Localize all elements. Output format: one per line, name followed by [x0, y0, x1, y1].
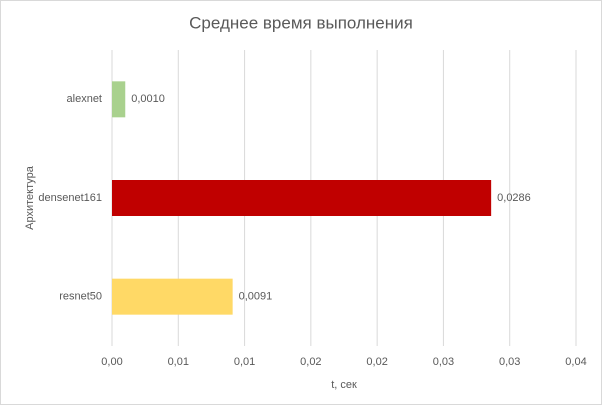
x-tick-label: 0,01 [168, 356, 189, 368]
x-tick-label: 0,04 [565, 356, 586, 368]
value-label: 0,0010 [131, 93, 165, 105]
y-tick-label: alexnet [67, 93, 102, 105]
x-tick-label: 0,02 [300, 356, 321, 368]
y-axis-label: Архитектура [24, 165, 36, 230]
x-axis-label: t, сек [331, 379, 357, 391]
bar [112, 278, 233, 315]
y-tick-label: densenet161 [38, 192, 102, 204]
value-label: 0,0286 [497, 192, 531, 204]
bar [112, 81, 126, 118]
chart-title: Среднее время выполнения [189, 13, 413, 32]
bar [112, 180, 492, 216]
x-tick-label: 0,03 [433, 356, 454, 368]
x-tick-label: 0,01 [234, 356, 255, 368]
y-tick-label: resnet50 [59, 291, 102, 303]
x-tick-label: 0,02 [366, 356, 387, 368]
x-tick-label: 0,03 [499, 356, 520, 368]
value-label: 0,0091 [239, 291, 273, 303]
x-tick-label: 0,00 [101, 356, 122, 368]
